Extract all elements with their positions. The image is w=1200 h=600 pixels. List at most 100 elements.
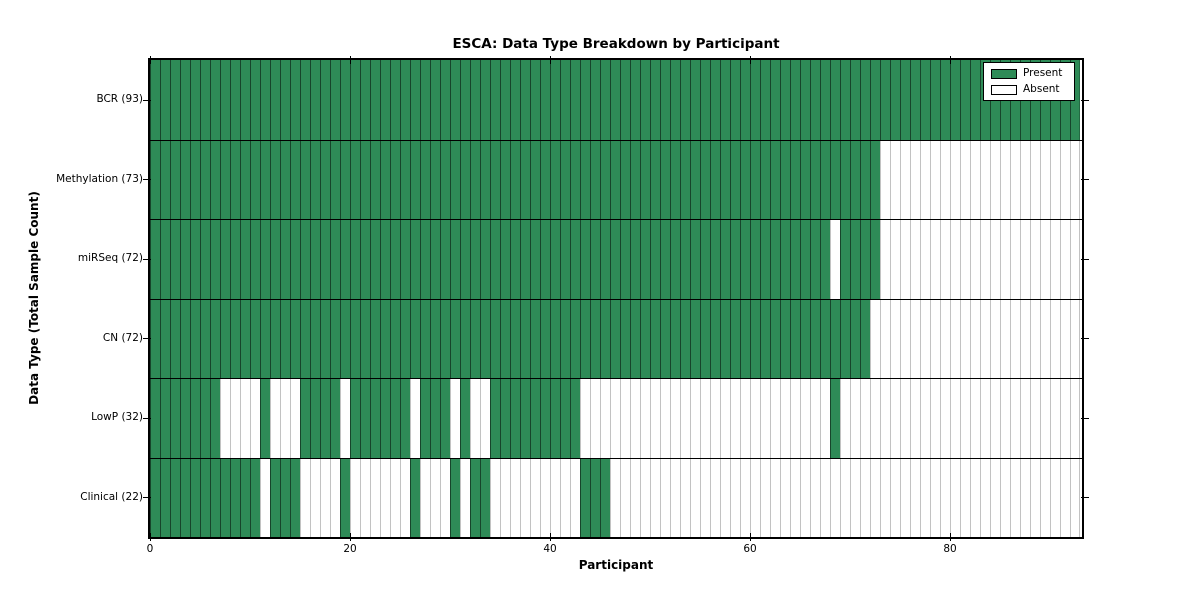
grid-cell [550, 60, 560, 140]
grid-cell [560, 378, 570, 458]
grid-cell [970, 219, 980, 299]
grid-cell [480, 219, 490, 299]
grid-cell [290, 219, 300, 299]
x-tick-label: 0 [146, 543, 154, 555]
grid-cell [710, 457, 720, 537]
grid-cell [500, 139, 510, 219]
grid-cell [300, 139, 310, 219]
grid-cell [370, 378, 380, 458]
grid-cell [250, 219, 260, 299]
grid-cell [810, 378, 820, 458]
grid-cell [950, 139, 960, 219]
grid-cell [540, 60, 550, 140]
grid-cell [770, 60, 780, 140]
grid-cell [210, 219, 220, 299]
grid-cell [710, 298, 720, 378]
grid-cell [210, 457, 220, 537]
grid-cell [710, 60, 720, 140]
grid-cell [740, 139, 750, 219]
grid-cell [320, 219, 330, 299]
grid-cell [450, 219, 460, 299]
x-tick-mark-bottom [750, 533, 751, 541]
grid-cell [750, 60, 760, 140]
grid-cell [410, 60, 420, 140]
grid-cell [630, 219, 640, 299]
grid-cell [170, 378, 180, 458]
grid-cell [720, 298, 730, 378]
grid-cell [770, 457, 780, 537]
grid-cell [290, 378, 300, 458]
grid-cell [240, 60, 250, 140]
grid-cell [300, 298, 310, 378]
grid-cell [980, 219, 990, 299]
grid-cell [820, 457, 830, 537]
grid-cell [280, 219, 290, 299]
grid-cell [460, 219, 470, 299]
grid-cell [180, 298, 190, 378]
grid-cell [410, 219, 420, 299]
grid-cell [160, 378, 170, 458]
grid-cell [340, 139, 350, 219]
grid-cell [880, 378, 890, 458]
grid-cell [320, 60, 330, 140]
grid-cell [690, 139, 700, 219]
grid-cell [890, 298, 900, 378]
grid-cell [800, 60, 810, 140]
grid-cell [510, 378, 520, 458]
grid-cell [530, 60, 540, 140]
grid-cell [180, 60, 190, 140]
grid-cell [390, 219, 400, 299]
grid-cell [1030, 378, 1040, 458]
grid-cell [380, 457, 390, 537]
grid-cell [620, 298, 630, 378]
grid-cell [790, 139, 800, 219]
grid-cell [700, 60, 710, 140]
grid-cell [150, 457, 160, 537]
grid-cell [510, 457, 520, 537]
grid-cell [560, 219, 570, 299]
grid-cell [330, 139, 340, 219]
grid-cell [1050, 219, 1060, 299]
grid-cell [700, 457, 710, 537]
grid-cell [680, 298, 690, 378]
grid-cell [270, 378, 280, 458]
row-divider [150, 457, 1082, 459]
grid-cell [680, 219, 690, 299]
grid-cell [1070, 139, 1080, 219]
grid-cell [990, 219, 1000, 299]
grid-cell [860, 298, 870, 378]
grid-cell [280, 60, 290, 140]
grid-cell [870, 219, 880, 299]
grid-cell [560, 60, 570, 140]
grid-cell [310, 378, 320, 458]
grid-row-clinical [150, 457, 1080, 537]
grid-cell [180, 219, 190, 299]
grid-cell [950, 60, 960, 140]
grid-cell [670, 378, 680, 458]
grid-cell [880, 60, 890, 140]
grid-cell [760, 219, 770, 299]
grid-cell [420, 139, 430, 219]
grid-cell [1060, 298, 1070, 378]
grid-cell [490, 60, 500, 140]
grid-cell [410, 457, 420, 537]
grid-cell [390, 60, 400, 140]
grid-cell [700, 219, 710, 299]
y-tick-mark-left [143, 417, 151, 419]
grid-cell [230, 219, 240, 299]
grid-cell [960, 457, 970, 537]
grid-cell [1070, 378, 1080, 458]
grid-cell [360, 219, 370, 299]
grid-cell [440, 457, 450, 537]
grid-cell [740, 378, 750, 458]
grid-cell [430, 219, 440, 299]
grid-cell [610, 378, 620, 458]
grid-cell [280, 139, 290, 219]
grid-cell [1000, 298, 1010, 378]
grid-cell [820, 139, 830, 219]
grid-cell [290, 60, 300, 140]
grid-cell [1030, 457, 1040, 537]
grid-cell [650, 60, 660, 140]
grid-cell [510, 219, 520, 299]
grid-cell [930, 60, 940, 140]
